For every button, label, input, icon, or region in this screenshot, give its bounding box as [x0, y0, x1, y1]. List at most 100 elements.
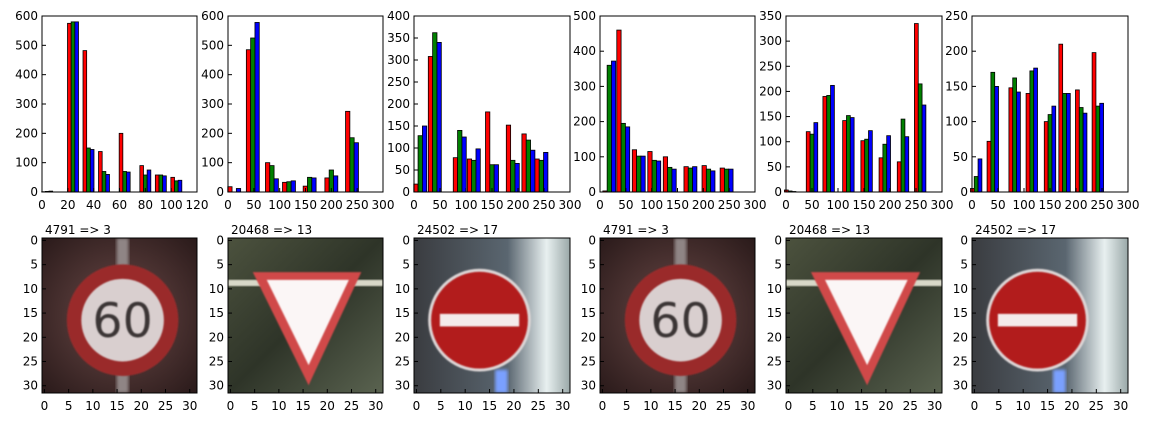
y-tick-label: 300 [387, 53, 410, 67]
bar-red-bin-2 [245, 49, 252, 193]
bar-green-bin-5 [122, 171, 127, 193]
x-tick-label: 20 [1064, 399, 1079, 413]
y-tick-label: 30 [209, 379, 224, 393]
y-tick-label: 25 [953, 355, 968, 369]
bar-blue-bin-6 [692, 166, 698, 193]
axes-frame [599, 237, 756, 394]
bar-red-bin-6 [683, 166, 689, 193]
bar-blue-bin-8 [921, 104, 927, 193]
axes-frame [971, 237, 1129, 394]
bar-green-bin-7 [158, 174, 164, 193]
y-tick-label: 500 [201, 38, 224, 52]
bar-blue-bin-3 [273, 178, 279, 193]
bar-blue-bin-7 [710, 170, 716, 193]
bar-green-bin-8 [538, 159, 544, 193]
x-tick-label: 30 [1113, 399, 1128, 413]
bar-blue-bin-7 [1082, 112, 1088, 193]
y-tick-label: 5 [960, 258, 968, 272]
y-tick-label: 0 [774, 185, 782, 199]
bar-green-bin-4 [471, 159, 477, 193]
y-tick-label: 20 [581, 330, 596, 344]
y-tick-label: 0 [588, 185, 596, 199]
x-tick-label: 30 [368, 399, 383, 413]
y-tick-label: 20 [395, 330, 410, 344]
y-tick-label: 5 [402, 258, 410, 272]
bar-green-bin-6 [510, 159, 516, 193]
bar-blue-bin-4 [105, 173, 110, 193]
x-tick-label: 0 [224, 198, 232, 212]
bar-green-bin-3 [636, 155, 642, 193]
bar-red-bin-3 [822, 96, 828, 193]
y-tick-label: 350 [387, 31, 410, 45]
y-tick-label: 0 [30, 233, 38, 247]
bar-blue-bin-8 [1099, 102, 1104, 193]
y-tick-label: 25 [767, 355, 782, 369]
y-tick-label: 0 [960, 185, 968, 199]
x-tick-label: 250 [905, 198, 928, 212]
x-tick-label: 40 [86, 198, 101, 212]
bar-red-bin-2 [986, 140, 992, 193]
x-tick-label: 15 [667, 399, 682, 413]
y-tick-label: 10 [953, 282, 968, 296]
x-tick-label: 200 [507, 198, 530, 212]
bar-green-bin-5 [489, 164, 495, 193]
x-tick-label: 250 [346, 198, 369, 212]
x-tick-label: 0 [41, 399, 49, 413]
bar-green-bin-4 [846, 115, 851, 193]
x-tick-label: 0 [596, 198, 604, 212]
bar-blue-bin-3 [1016, 91, 1021, 193]
axes-frame [227, 237, 384, 394]
x-tick-label: 20 [320, 399, 335, 413]
bar-green-bin-7 [349, 137, 355, 193]
y-tick-label: 200 [201, 126, 224, 140]
y-tick-label: 600 [15, 9, 38, 23]
x-tick-label: 300 [372, 198, 395, 212]
bar-blue-bin-3 [830, 84, 835, 193]
axes-frame [413, 237, 571, 394]
y-tick-label: 300 [573, 79, 596, 93]
bar-red-bin-8 [1091, 52, 1097, 193]
bar-red-bin-2 [805, 131, 811, 193]
x-tick-label: 250 [718, 198, 741, 212]
y-tick-label: 0 [774, 233, 782, 247]
x-tick-label: 80 [138, 198, 153, 212]
bar-red-bin-7 [345, 110, 351, 193]
bar-red-bin-7 [154, 174, 160, 193]
bar-blue-bin-7 [353, 142, 359, 193]
sign-face-shape [825, 279, 908, 366]
bar-green-bin-2 [990, 71, 996, 193]
x-tick-label: 100 [160, 198, 183, 212]
bar-red-bin-5 [485, 111, 491, 193]
x-tick-label: 15 [109, 399, 124, 413]
bar-red-bin-5 [860, 140, 866, 193]
bar-green-bin-2 [620, 122, 626, 193]
y-tick-label: 0 [960, 233, 968, 247]
bar-blue-bin-3 [89, 149, 95, 193]
bar-blue-bin-6 [886, 135, 891, 193]
x-tick-label: 15 [482, 399, 497, 413]
x-tick-label: 10 [1016, 399, 1031, 413]
y-tick-label: 250 [387, 75, 410, 89]
x-tick-label: 15 [854, 399, 869, 413]
x-tick-label: 200 [692, 198, 715, 212]
x-tick-label: 5 [65, 399, 73, 413]
bar-green-bin-7 [900, 118, 906, 193]
yield-sign [786, 238, 942, 393]
bar-red-bin-7 [896, 161, 902, 193]
bar-blue-bin-2 [254, 22, 260, 193]
bar-green-bin-5 [864, 138, 869, 193]
x-tick-label: 15 [295, 399, 310, 413]
y-tick-label: 20 [23, 330, 38, 344]
bar-red-bin-3 [631, 149, 637, 193]
bar-green-bin-1 [973, 176, 979, 193]
bar-green-bin-2 [432, 32, 438, 193]
y-tick-label: 400 [573, 44, 596, 58]
panel-title: 20468 => 13 [789, 223, 870, 237]
sign-number-glyph: 60 [92, 294, 152, 349]
x-tick-label: 0 [968, 198, 976, 212]
y-tick-label: 400 [201, 68, 224, 82]
